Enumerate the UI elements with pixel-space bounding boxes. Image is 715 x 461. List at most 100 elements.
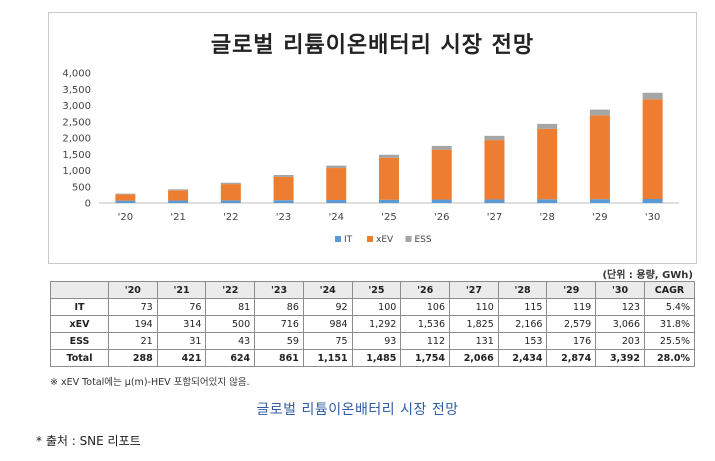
table-row: ESS 21 31 43 59 75 93 112 131 153 176 203 25.5% [50,332,695,350]
x-tick-label: '29 [592,212,607,223]
table-cell: 984 [302,315,353,333]
x-tick-label: '23 [276,212,291,223]
table-cell: 25.5% [644,332,695,350]
table-cell: 153 [497,332,548,350]
table-cell: 2,066 [449,349,499,367]
table-cell: 106 [400,298,451,316]
table-cell: 2,166 [497,315,548,333]
source-note: * 출처 : SNE 리포트 [36,434,141,448]
bar-segment-ess [168,189,189,191]
bar-segment-ess [537,123,558,129]
table-cell: 43 [205,332,256,350]
table-row: xEV 194 314 500 716 984 1,292 1,536 1,825 2,166 2,… [50,315,695,333]
table-cell: 861 [254,349,304,367]
table-cell: 1,536 [400,315,451,333]
legend-swatch-it [335,236,341,242]
x-tick-label: '30 [645,212,660,223]
table-cell: 31 [156,332,207,350]
table-header-cell: '29 [546,281,597,299]
table-header-row: '20 '21 '22 '23 '24 '25 '26 '27 '28 '29 … [50,281,695,299]
legend-label: ESS [415,235,432,245]
legend-label: xEV [376,235,394,245]
table-cell: 1,151 [302,349,353,367]
table-cell: 119 [546,298,597,316]
table-row-label: Total [50,349,109,367]
table-header-cell: '24 [302,281,353,299]
table-cell: 176 [546,332,597,350]
y-tick-label: 500 [72,182,91,193]
table-row: IT 73 76 81 86 92 100 106 110 115 119 123 5.4% [50,298,695,316]
x-tick-label: '21 [170,212,185,223]
data-table: '20 '21 '22 '23 '24 '25 '26 '27 '28 '29 … [50,281,695,367]
table-header-cell: CAGR [644,281,695,299]
x-tick-label: '22 [223,212,238,223]
bar-segment-xev [220,184,241,201]
bar-segment-ess [273,175,294,177]
table-cell: 2,874 [546,349,597,367]
table-cell: 1,292 [351,315,402,333]
table-cell: 1,485 [351,349,402,367]
table-cell: 2,579 [546,315,597,333]
x-tick-label: '27 [487,212,502,223]
chart-frame: 글로벌 리튬이온배터리 시장 전망 0 500 1,000 1,500 2,000 2,5… [48,12,697,264]
bar-segment-it [537,199,558,203]
legend-swatch-ess [405,236,412,242]
unit-note: (단위 : 용량, GWh) [602,270,693,281]
table-cell: 75 [302,332,353,350]
table-cell: 76 [156,298,207,316]
bar-segment-ess [115,193,136,195]
x-tick-label: '26 [434,212,449,223]
y-tick-label: 0 [85,199,91,210]
bar-segment-xev [379,157,399,200]
table-cell: 3,066 [595,315,645,333]
table-row-label: ESS [50,332,109,350]
table-cell: 92 [302,298,353,316]
bar-segment-xev [273,176,294,201]
y-tick-label: 2,500 [62,117,91,128]
bar-segment-xev [431,149,452,200]
stacked-bar-chart: 0 500 1,000 1,500 2,000 2,500 3,000 3,500 4,000 '… [62,69,679,245]
table-cell: 5.4% [644,298,695,316]
y-tick-label: 1,500 [62,150,91,161]
x-tick-label: '24 [329,212,344,223]
table-header-cell: '22 [205,281,256,299]
bar-segment-it [220,200,241,203]
table-cell: 288 [108,349,158,367]
y-tick-label: 2,000 [62,134,91,145]
table-header-cell: '21 [156,281,207,299]
table-cell: 624 [205,349,256,367]
table-row-label: IT [50,298,109,316]
bar-segment-ess [484,135,505,141]
table-cell: 3,392 [595,349,645,367]
table-cell: 86 [254,298,304,316]
bar-segment-xev [537,128,558,200]
bar-segment-xev [168,190,189,201]
bar-segment-xev [484,140,505,200]
bar-segment-ess [589,109,610,116]
table-cell: 110 [449,298,499,316]
bar-segment-it [273,200,294,203]
bar-segment-xev [115,194,136,201]
table-cell: 73 [108,298,158,316]
table-cell: 131 [449,332,499,350]
chart-title: 글로벌 리튬이온배터리 시장 전망 [210,33,535,58]
table-cell: 100 [351,298,402,316]
bar-segment-it [431,199,452,203]
x-tick-label: '25 [381,212,396,223]
table-cell: 123 [595,298,645,316]
table-cell: 1,754 [400,349,451,367]
bar-segment-xev [642,99,663,200]
bar-segment-it [326,200,347,203]
bar-segment-it [484,199,505,203]
table-header-cell: '23 [254,281,304,299]
bar-segment-ess [431,145,452,150]
x-tick-label: '28 [539,212,554,223]
table-cell: 194 [108,315,158,333]
table-row-label: xEV [50,315,109,333]
y-tick-label: 3,000 [62,101,91,112]
bar-segment-it [379,199,399,203]
table-header-cell: '25 [351,281,402,299]
bar-segment-it [589,199,610,203]
table-cell: 59 [254,332,304,350]
x-tick-label: '20 [118,212,133,223]
